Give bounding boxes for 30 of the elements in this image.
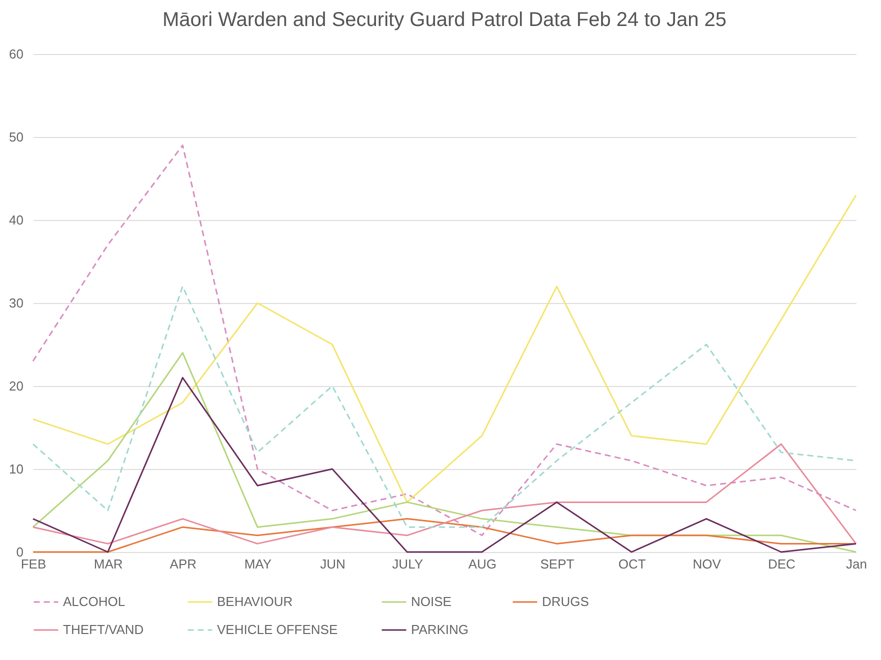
x-tick-label: SEPT [540, 556, 574, 572]
x-tick-label: JULY [392, 556, 424, 572]
x-tick-label: Jan [846, 556, 867, 572]
x-tick-label: FEB [20, 556, 46, 572]
line-series [32, 194, 857, 503]
y-tick-label: 50 [9, 130, 24, 144]
x-tick-label: OCT [618, 556, 646, 572]
y-tick-label: 10 [9, 462, 24, 476]
legend-label: NOISE [411, 594, 452, 609]
x-tick-label: NOV [692, 556, 722, 572]
line-series [32, 144, 857, 536]
y-tick-label: 0 [16, 544, 24, 560]
x-tick-label: MAY [244, 556, 272, 572]
x-tick-label: AUG [468, 556, 496, 572]
x-tick-label: MAR [94, 556, 123, 572]
y-tick-label: 40 [9, 212, 24, 228]
line-series [32, 443, 857, 544]
legend-label: THEFT/VAND [63, 622, 144, 637]
legend-label: ALCOHOL [63, 594, 126, 609]
legend-label: BEHAVIOUR [217, 594, 293, 609]
x-tick-label: JUN [320, 556, 346, 572]
chart-title: Māori Warden and Security Guard Patrol Data Feb 24 to Jan 25 [162, 9, 726, 31]
x-tick-label: APR [170, 556, 197, 572]
legend-label: PARKING [411, 622, 469, 637]
legend-label: VEHICLE OFFENSE [217, 622, 338, 637]
legend-label: DRUGS [542, 594, 590, 609]
x-tick-label: DEC [768, 556, 796, 572]
y-tick-label: 60 [9, 46, 24, 62]
y-tick-label: 20 [9, 378, 24, 394]
y-tick-label: 30 [9, 296, 24, 310]
